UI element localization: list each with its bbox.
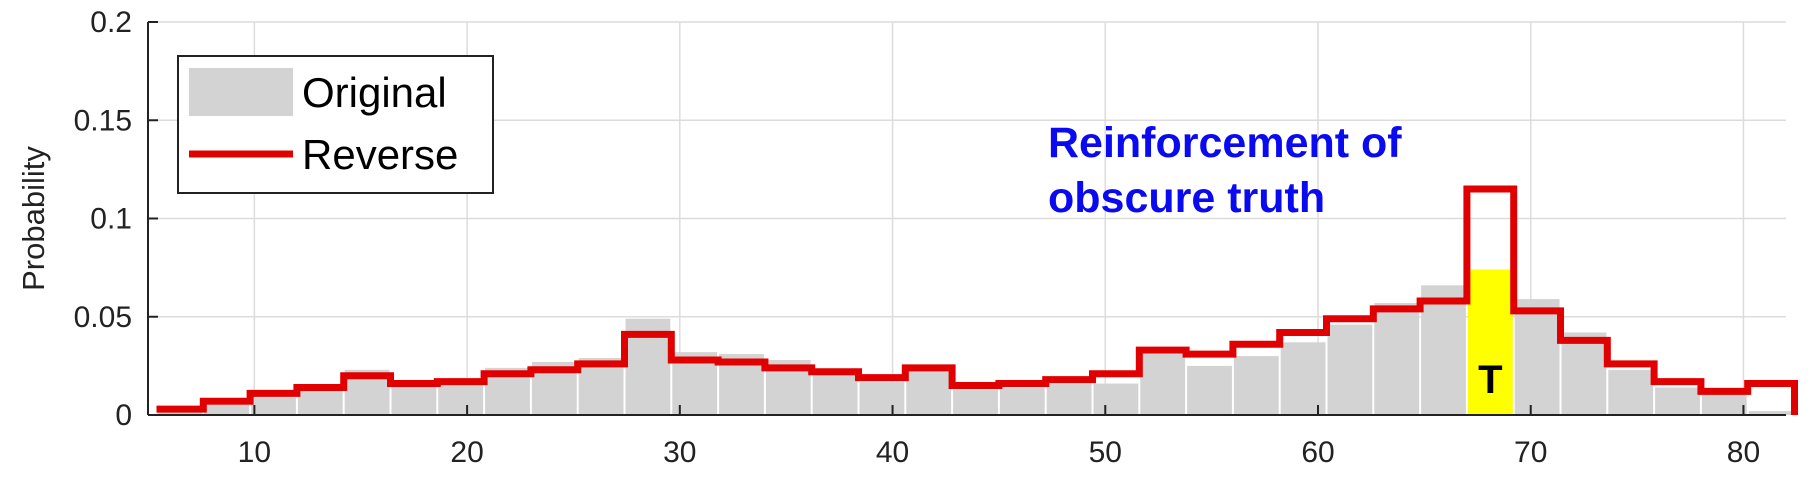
- y-tick-label: 0: [115, 399, 132, 432]
- legend-swatch-original: [189, 68, 293, 116]
- y-tick-label: 0.2: [90, 6, 132, 39]
- original-bar: [999, 387, 1045, 415]
- original-bar: [391, 383, 437, 415]
- original-bar: [812, 371, 858, 415]
- x-tick-label: 70: [1514, 436, 1547, 469]
- original-bar: [1327, 324, 1373, 415]
- original-bar: [1046, 383, 1092, 415]
- x-tick-label: 10: [238, 436, 271, 469]
- original-bar: [1233, 356, 1279, 415]
- original-bar: [1093, 383, 1139, 415]
- legend-label-reverse: Reverse: [302, 131, 458, 178]
- annotation-text-line: obscure truth: [1048, 174, 1325, 222]
- x-tick-label: 80: [1727, 436, 1760, 469]
- axes: [147, 21, 1786, 416]
- original-bar: [906, 367, 952, 415]
- x-tick-label: 20: [450, 436, 483, 469]
- original-bar: [297, 389, 343, 415]
- original-bar: [1748, 411, 1794, 415]
- original-bar: [1374, 302, 1420, 415]
- original-bar: [1280, 342, 1326, 415]
- x-tick-label: 40: [876, 436, 909, 469]
- original-bar: [438, 381, 484, 415]
- x-tick-label: 60: [1301, 436, 1334, 469]
- truth-bar: [1467, 269, 1513, 415]
- reverse-series-line: [156, 185, 1799, 415]
- original-bar: [1701, 393, 1747, 415]
- truth-marker-label: T: [1478, 358, 1502, 402]
- y-axis-label: Probability: [16, 146, 51, 291]
- original-bar: [1140, 354, 1186, 415]
- y-tick-label: 0.15: [74, 104, 132, 137]
- original-bar: [204, 405, 250, 415]
- original-bar: [1421, 285, 1466, 415]
- original-bars: [157, 269, 1794, 415]
- legend: Original Reverse: [177, 55, 494, 194]
- original-bar: [859, 381, 905, 415]
- original-bar: [157, 411, 203, 415]
- y-tick-label: 0.1: [90, 203, 132, 236]
- original-bar: [953, 389, 998, 415]
- original-bar: [251, 397, 296, 415]
- annotation-text-line: Reinforcement of: [1048, 119, 1402, 167]
- original-bar: [1608, 369, 1654, 415]
- reverse-stairs: [156, 185, 1799, 415]
- original-bar: [1187, 365, 1232, 415]
- chart-text: 0 0.05 0.1 0.15 0.2 10 20 30 40 50 60 70 80 Probabili…: [16, 6, 1760, 469]
- highlight-group: T: [1467, 269, 1513, 415]
- y-tick-label: 0.05: [74, 301, 132, 334]
- original-bar: [1655, 387, 1700, 415]
- original-bar: [1561, 332, 1607, 415]
- x-tick-label: 50: [1089, 436, 1122, 469]
- legend-label-original: Original: [302, 69, 447, 116]
- original-bar: [1514, 299, 1560, 415]
- x-tick-label: 30: [663, 436, 696, 469]
- original-bar: [578, 358, 624, 415]
